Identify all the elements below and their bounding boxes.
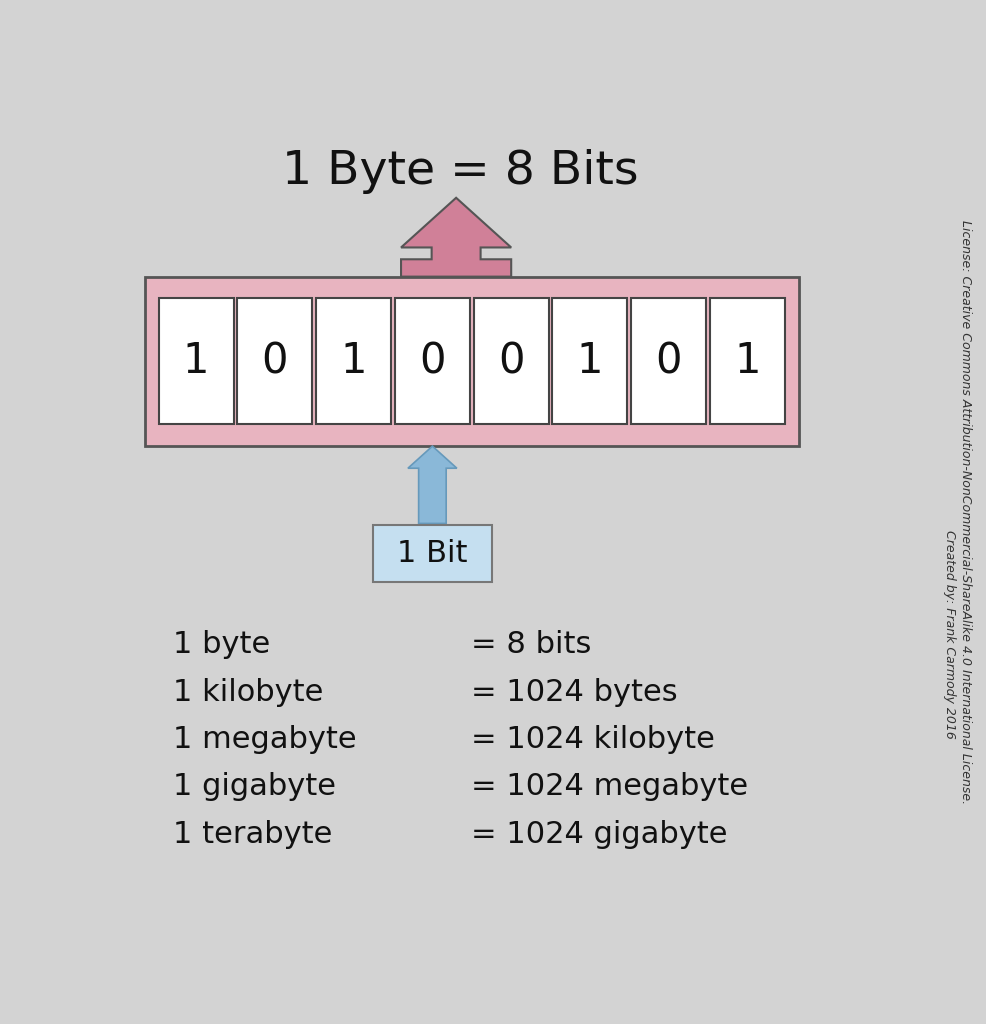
Text: = 1024 megabyte: = 1024 megabyte xyxy=(471,772,747,802)
Text: 1: 1 xyxy=(576,340,602,382)
Text: 1 Bit: 1 Bit xyxy=(396,539,467,568)
Bar xyxy=(631,298,706,425)
Text: = 1024 kilobyte: = 1024 kilobyte xyxy=(471,725,715,754)
Polygon shape xyxy=(407,446,457,523)
Text: 1: 1 xyxy=(734,340,760,382)
Text: 1 gigabyte: 1 gigabyte xyxy=(173,772,336,802)
Text: 0: 0 xyxy=(419,340,446,382)
Bar xyxy=(473,298,548,425)
Text: 1 Byte = 8 Bits: 1 Byte = 8 Bits xyxy=(281,150,638,195)
Bar xyxy=(709,298,784,425)
Text: 0: 0 xyxy=(498,340,524,382)
Bar xyxy=(316,298,390,425)
Text: 1 terabyte: 1 terabyte xyxy=(173,819,332,849)
Bar xyxy=(145,276,798,446)
Bar xyxy=(237,298,312,425)
Bar xyxy=(159,298,234,425)
Text: = 1024 bytes: = 1024 bytes xyxy=(471,678,677,707)
Text: 1 megabyte: 1 megabyte xyxy=(173,725,356,754)
Text: License: Creative Commons Attribution-NonCommercial-ShareAlike 4.0 International: License: Creative Commons Attribution-No… xyxy=(957,220,971,804)
Bar xyxy=(394,298,469,425)
Polygon shape xyxy=(400,198,511,276)
Text: Created by: Frank Carmody 2016: Created by: Frank Carmody 2016 xyxy=(942,530,955,739)
Bar xyxy=(373,525,491,582)
Text: 1 byte: 1 byte xyxy=(173,631,270,659)
Text: 0: 0 xyxy=(655,340,681,382)
Text: 0: 0 xyxy=(261,340,288,382)
Text: 1: 1 xyxy=(182,340,209,382)
Text: 1 kilobyte: 1 kilobyte xyxy=(173,678,323,707)
Bar xyxy=(552,298,627,425)
Text: = 8 bits: = 8 bits xyxy=(471,631,592,659)
Text: 1: 1 xyxy=(340,340,367,382)
Text: = 1024 gigabyte: = 1024 gigabyte xyxy=(471,819,728,849)
